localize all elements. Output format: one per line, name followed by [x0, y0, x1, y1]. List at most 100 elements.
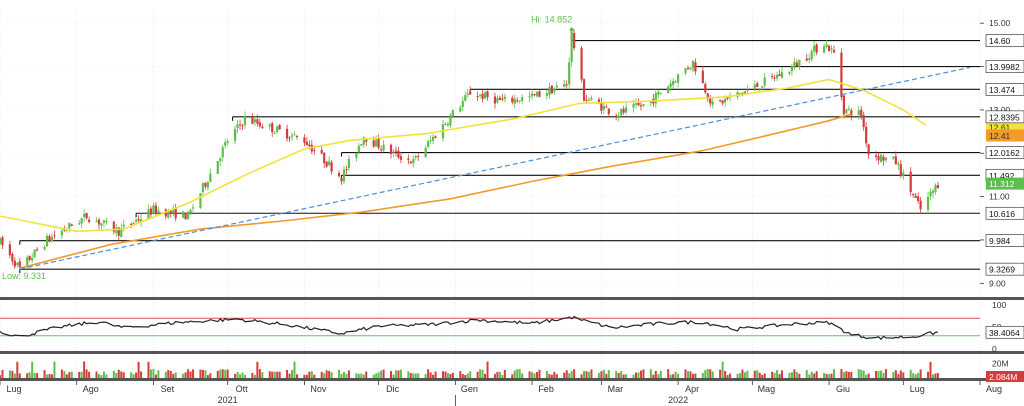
- candle-body: [684, 68, 687, 74]
- candle-body: [182, 211, 185, 218]
- volume-bar: [669, 374, 672, 378]
- volume-bar: [860, 369, 863, 378]
- volume-bar: [409, 372, 412, 378]
- candle-body: [85, 212, 88, 219]
- candle-body: [174, 207, 177, 219]
- volume-bar: [565, 370, 568, 378]
- level-tag-label: 13.9982: [989, 62, 1020, 72]
- volume-bar: [412, 373, 415, 378]
- volume-bar: [390, 371, 393, 378]
- candle-body: [899, 164, 902, 176]
- candle-body: [26, 257, 29, 266]
- volume-bar: [192, 369, 195, 378]
- volume-bar: [117, 369, 120, 378]
- volume-bar: [224, 369, 227, 378]
- candle-body: [518, 100, 521, 102]
- volume-bar: [719, 369, 722, 378]
- volume-bar: [53, 361, 56, 378]
- volume-bar: [476, 371, 479, 378]
- volume-bar: [459, 371, 462, 378]
- volume-bar: [914, 374, 917, 378]
- candle-body: [637, 102, 640, 106]
- candle-body: [563, 83, 566, 87]
- volume-bar: [867, 373, 870, 378]
- volume-bar: [828, 374, 831, 378]
- volume-bar: [88, 371, 91, 378]
- volume-bar: [531, 372, 534, 378]
- level-tag-box: [985, 262, 1024, 276]
- candle-body: [357, 145, 360, 153]
- month-label: Lug: [6, 384, 21, 394]
- volume-bar: [615, 370, 618, 378]
- candle-body: [444, 124, 447, 126]
- volume-bar: [140, 371, 143, 378]
- volume-bar: [271, 371, 274, 378]
- candle-body: [503, 96, 506, 99]
- candle-body: [0, 238, 2, 244]
- candle-body: [790, 66, 794, 72]
- candle-body: [639, 105, 643, 107]
- volume-bar: [132, 374, 135, 378]
- candle-body: [83, 213, 86, 217]
- candle-body: [295, 135, 299, 137]
- volume-bar: [548, 374, 551, 378]
- candle-body: [417, 156, 420, 158]
- level-tag-label: 12.8395: [989, 112, 1020, 122]
- candle-body: [293, 134, 296, 136]
- volume-bar: [496, 371, 499, 378]
- price-axis-label: 9.00: [989, 278, 1006, 288]
- candle-body: [617, 115, 620, 118]
- candle-body: [43, 246, 46, 250]
- candle-body: [1, 237, 4, 246]
- candle-body: [847, 108, 850, 110]
- candle-body: [45, 235, 49, 247]
- level-tag-box: [985, 206, 1024, 220]
- level-tag-label: 13.474: [989, 85, 1015, 95]
- volume-bar: [83, 361, 86, 378]
- volume-bar: [278, 371, 281, 378]
- volume-bar: [241, 372, 244, 378]
- volume-bar: [927, 371, 930, 378]
- volume-bar: [244, 374, 246, 378]
- volume-bar: [382, 369, 385, 378]
- candle-body: [80, 218, 83, 224]
- volume-bar: [172, 373, 175, 378]
- rsi-panel: [0, 315, 980, 341]
- candle-body: [845, 109, 848, 114]
- candle-body: [840, 52, 843, 98]
- candle-body: [13, 260, 16, 267]
- level-tag-box: [985, 110, 1024, 124]
- candle-body: [407, 158, 410, 161]
- candle-body: [355, 152, 358, 158]
- volume-bar: [486, 361, 489, 378]
- candle-body: [808, 58, 811, 61]
- volume-bar: [85, 369, 88, 378]
- volume-bar: [469, 371, 472, 378]
- volume-bar: [894, 370, 897, 378]
- volume-bar: [832, 369, 835, 378]
- volume-bar: [13, 373, 16, 378]
- volume-bar: [649, 369, 652, 378]
- candle-body: [446, 123, 450, 126]
- volume-bar: [580, 374, 583, 378]
- candle-body: [184, 212, 187, 220]
- candle-body: [798, 59, 801, 67]
- candle-body: [528, 96, 531, 98]
- candle-body: [672, 81, 675, 86]
- candle-body: [288, 137, 291, 139]
- candle-body: [763, 77, 766, 86]
- rsi-value-tag-box: [985, 325, 1024, 339]
- candle-body: [568, 62, 571, 85]
- level-tag-label: 12.0162: [989, 148, 1020, 158]
- candle-body: [268, 124, 271, 127]
- candle-body: [580, 48, 583, 80]
- candle-body: [169, 209, 172, 214]
- candle-body: [236, 124, 239, 129]
- level-tag-box: [985, 234, 1024, 247]
- volume-axis-label: 20M: [992, 359, 1009, 369]
- volume-bar: [256, 361, 259, 378]
- volume-bar: [360, 373, 363, 378]
- volume-bar: [706, 369, 709, 378]
- level-tag-box: [985, 34, 1024, 47]
- month-label: Gen: [461, 384, 478, 394]
